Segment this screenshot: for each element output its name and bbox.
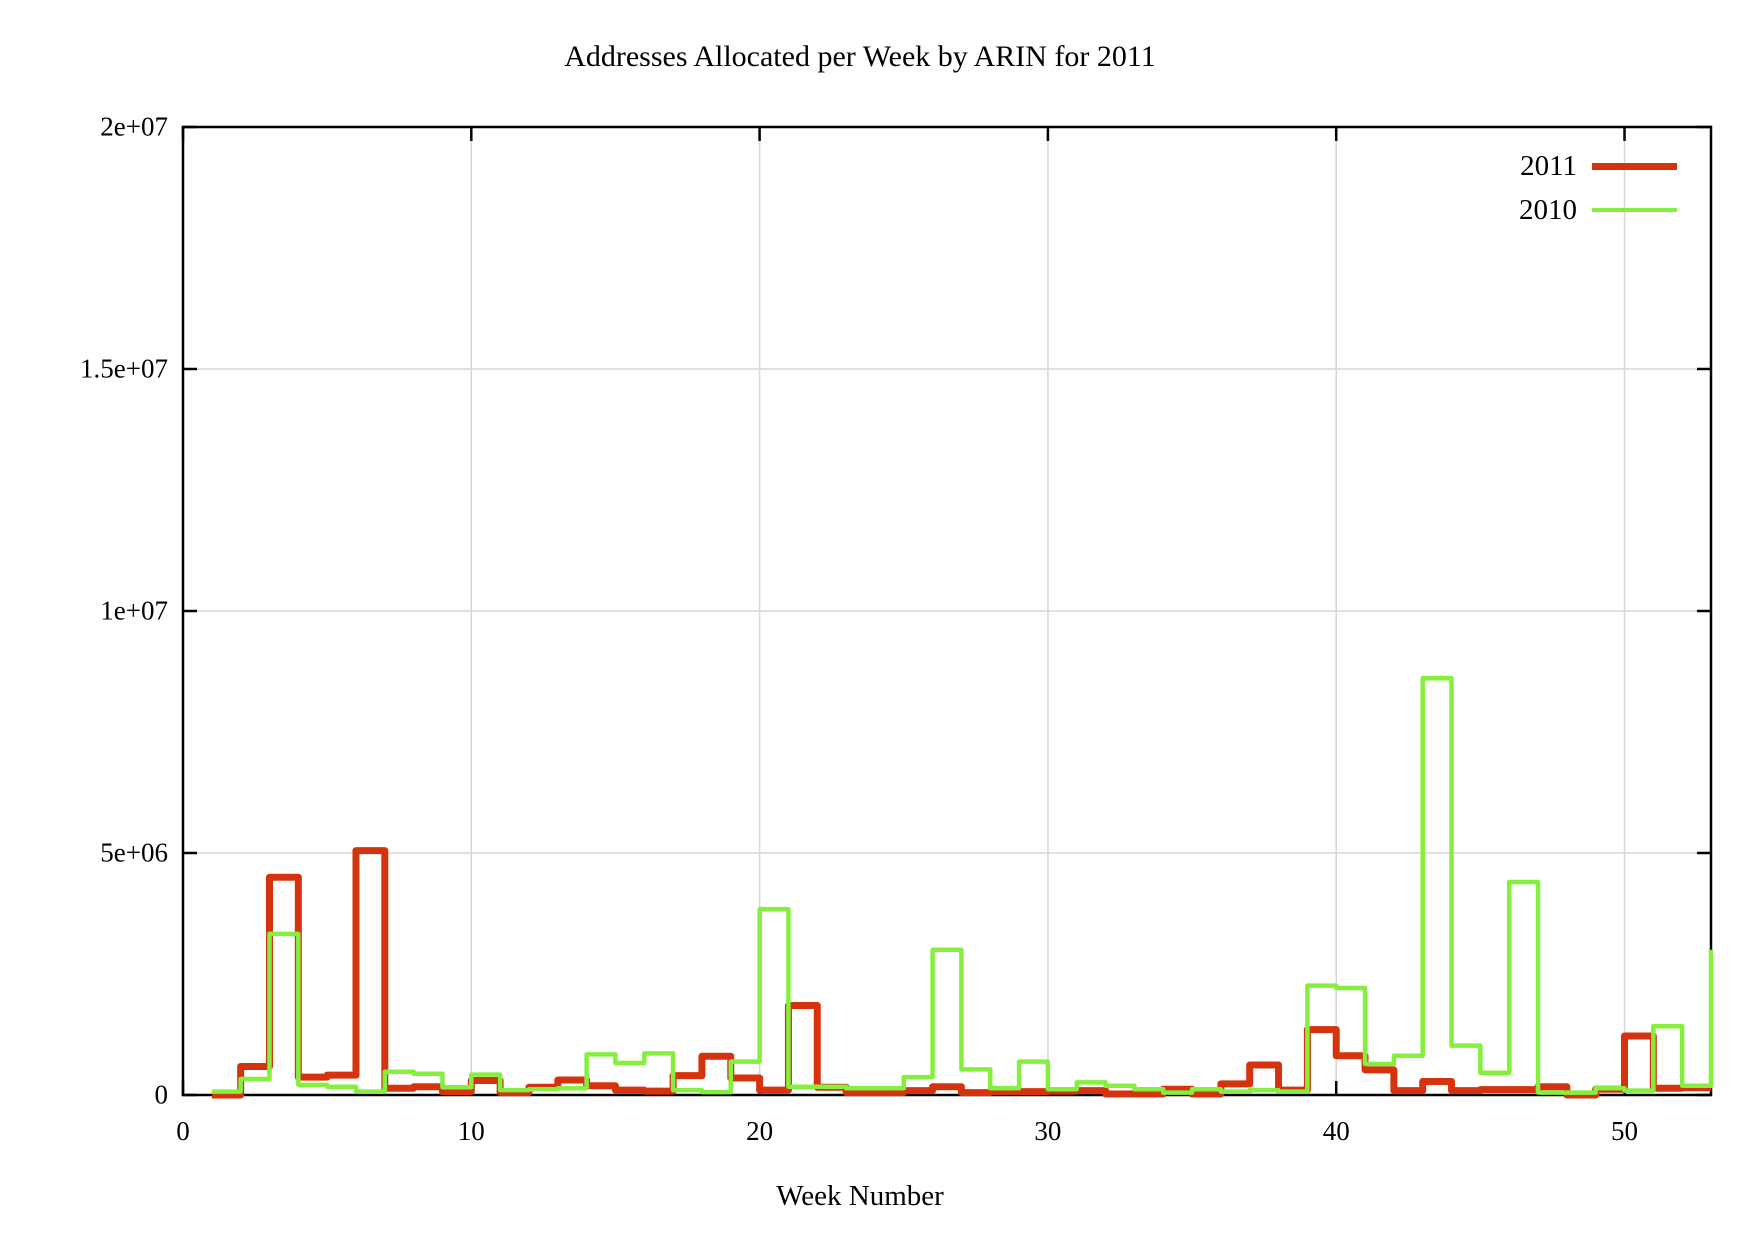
legend: 2011 2010 — [1519, 144, 1677, 232]
legend-item-2011: 2011 — [1519, 144, 1677, 188]
legend-label-2010: 2010 — [1519, 193, 1577, 226]
series-line-2010 — [211, 676, 1714, 1095]
legend-line-sample-2010 — [1592, 207, 1677, 213]
chart-title: Addresses Allocated per Week by ARIN for… — [564, 40, 1156, 73]
series-line-2011 — [211, 847, 1711, 1099]
x-tick-label: 40 — [1322, 1116, 1350, 1146]
y-tick-label: 1.5e+07 — [80, 353, 168, 384]
legend-line-sample-2011 — [1592, 162, 1677, 170]
x-tick-label: 30 — [1034, 1116, 1062, 1146]
legend-item-2010: 2010 — [1519, 188, 1677, 232]
x-tick-label: 20 — [746, 1116, 774, 1146]
x-tick-label: 10 — [457, 1116, 485, 1146]
y-tick-label: 1e+07 — [100, 595, 168, 626]
y-tick-label: 2e+07 — [100, 111, 168, 142]
x-tick-label: 0 — [176, 1116, 190, 1146]
y-tick-label: 5e+06 — [100, 837, 168, 868]
y-tick-label: 0 — [154, 1079, 169, 1110]
legend-label-2011: 2011 — [1520, 149, 1577, 182]
x-tick-label: 50 — [1611, 1116, 1638, 1146]
x-axis-title: Week Number — [776, 1180, 944, 1212]
